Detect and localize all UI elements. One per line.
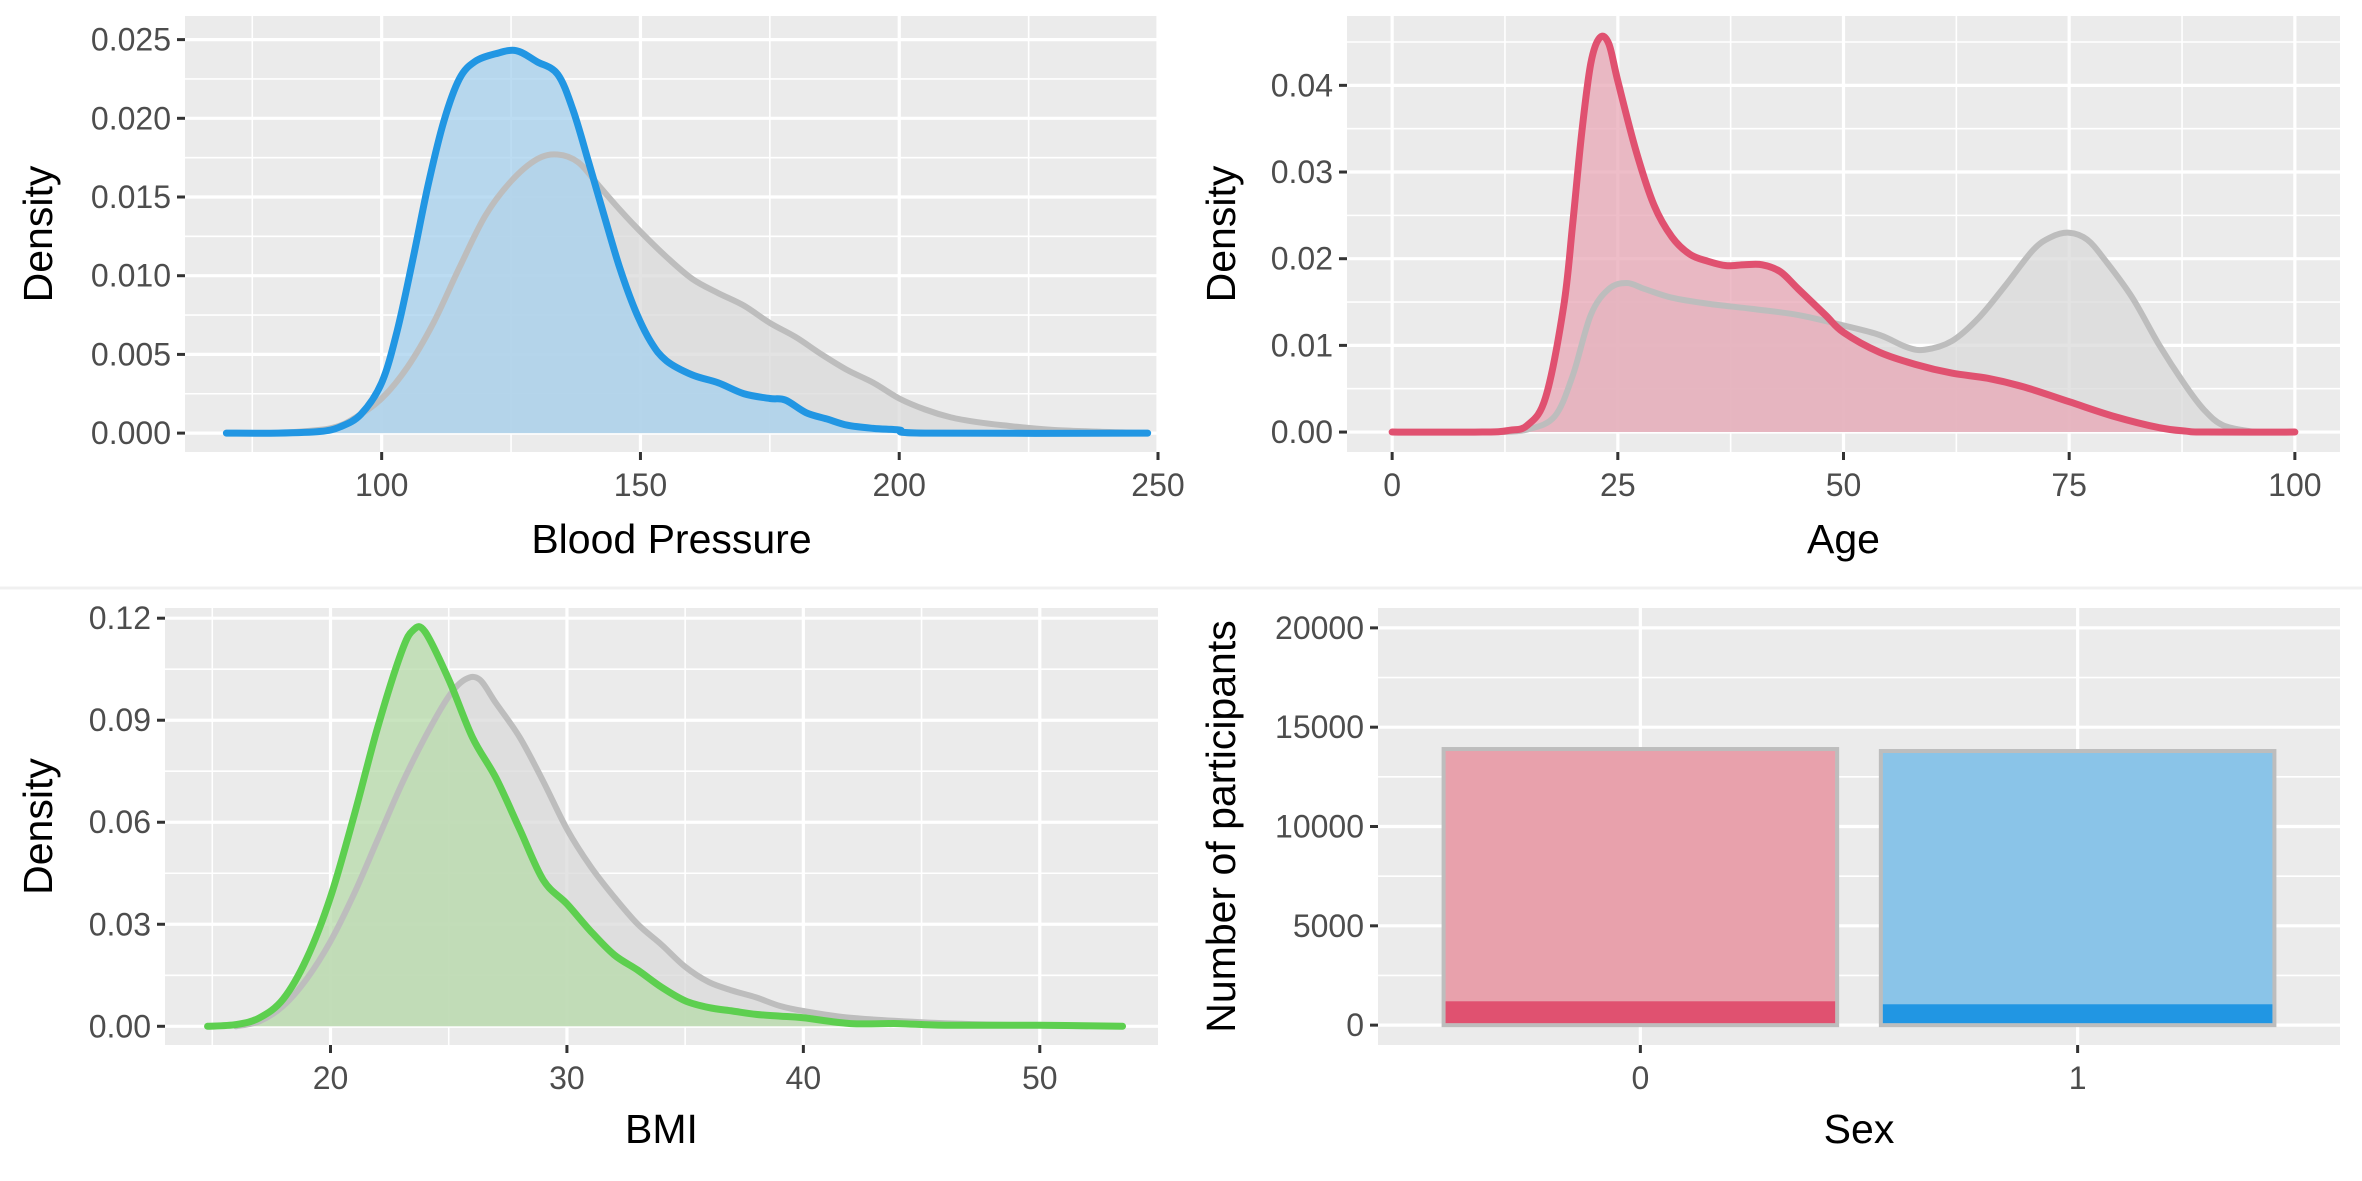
density-line-subset [1388,32,2299,436]
density-line-subset [204,623,1127,1030]
y-tick-label: 0.09 [89,702,151,738]
x-tick-label: 100 [2268,467,2321,503]
density-line-background [232,673,1091,1030]
x-tick-label: 0 [1383,467,1401,503]
y-tick-label: 15000 [1275,709,1364,745]
y-tick-label: 0.020 [91,100,171,136]
x-tick-label: 50 [1022,1060,1058,1096]
y-tick-label: 20000 [1275,610,1364,646]
y-axis-title: Density [15,165,61,302]
y-tick-label: 10000 [1275,809,1364,845]
x-tick-label: 30 [549,1060,585,1096]
y-tick-label: 0.000 [91,415,171,451]
y-tick-label: 0.04 [1271,67,1333,103]
bar-subset-sex-0 [1445,1001,1836,1024]
y-tick-label: 0 [1346,1007,1364,1043]
y-tick-label: 0.12 [89,600,151,636]
x-tick-label: 25 [1600,467,1636,503]
y-tick-label: 0.015 [91,179,171,215]
y-tick-label: 0.00 [1271,414,1333,450]
chart-sex: 0 5000 10000 15000 20000 0 1 Sex Number of parti… [1198,608,2340,1152]
y-tick-label: 0.03 [89,906,151,942]
x-tick-label: 0 [1631,1060,1649,1096]
x-tick-label: 100 [355,467,408,503]
x-tick-label: 200 [873,467,926,503]
bar-total-sex-1 [1878,749,2277,1028]
density-line-background [1497,229,2271,436]
x-tick-label: 75 [2051,467,2087,503]
chart-age: 0.00 0.01 0.02 0.03 0.04 0 25 50 75 100 Age Density [1198,16,2340,562]
density-line-subset [222,46,1152,437]
y-tick-label: 0.06 [89,804,151,840]
chart-bmi: 0.00 0.03 0.06 0.09 0.12 20 30 40 50 BMI Density [15,600,1158,1152]
y-tick-label: 0.005 [91,336,171,372]
y-tick-label: 5000 [1293,908,1364,944]
y-tick-label: 0.03 [1271,154,1333,190]
density-area-subset [207,626,1123,1027]
x-axis-title: Sex [1824,1106,1895,1152]
bar-subset-sex-1 [1882,1004,2273,1024]
x-axis-title: Age [1807,516,1880,562]
y-tick-label: 0.02 [1271,241,1333,277]
x-axis-title: Blood Pressure [531,516,811,562]
x-tick-label: 1 [2069,1060,2087,1096]
y-tick-label: 0.010 [91,258,171,294]
density-line-background [275,151,1151,437]
x-tick-label: 20 [313,1060,349,1096]
y-tick-label: 0.025 [91,22,171,58]
x-tick-label: 40 [786,1060,822,1096]
y-tick-label: 0.01 [1271,327,1333,363]
x-tick-label: 250 [1131,467,1184,503]
density-area-subset [1392,36,2295,433]
y-axis-title: Density [1198,165,1244,302]
bar-total-sex-0 [1441,747,1840,1028]
x-tick-label: 150 [614,467,667,503]
y-tick-label: 0.00 [89,1008,151,1044]
density-area-subset [226,50,1148,434]
x-axis-title: BMI [625,1106,698,1152]
y-axis-title: Density [15,758,61,895]
chart-blood-pressure: 0.000 0.005 0.010 0.015 0.020 0.025 100 150 200 2… [15,16,1185,562]
x-tick-label: 50 [1826,467,1862,503]
y-axis-title: Number of participants [1198,620,1244,1032]
